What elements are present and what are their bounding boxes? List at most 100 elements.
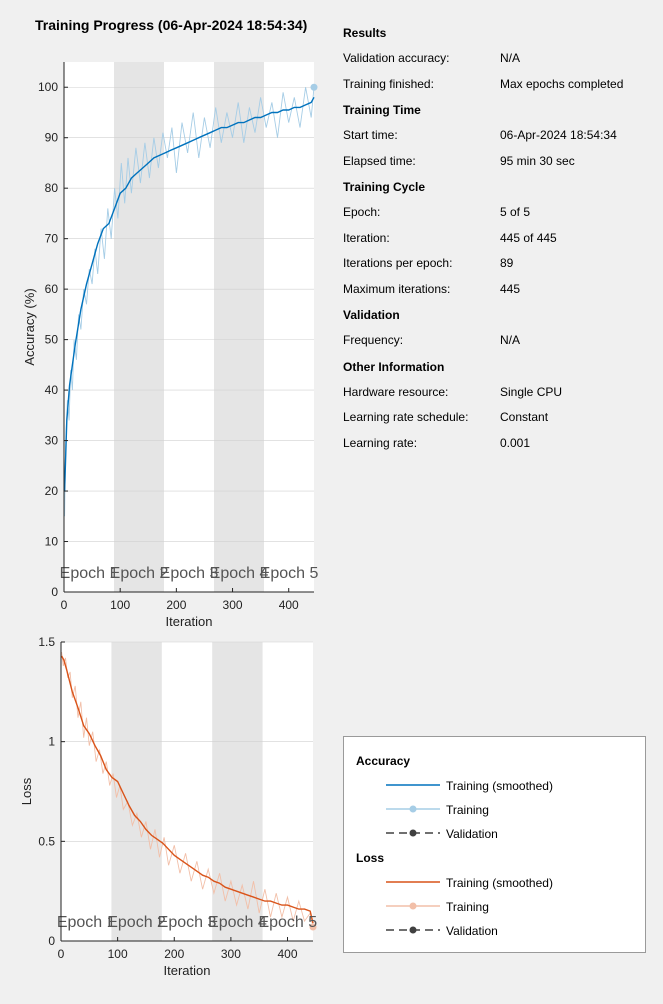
x-tick-label: 300: [221, 947, 241, 961]
info-value: Max epochs completed: [500, 76, 624, 91]
figure-title: Training Progress (06-Apr-2024 18:54:34): [35, 17, 308, 33]
x-tick-label: 100: [110, 598, 130, 612]
info-section-heading: Other Information: [343, 359, 445, 374]
epoch-label: Epoch 2: [110, 565, 169, 582]
x-axis-label: Iteration: [164, 963, 211, 978]
y-tick-label: 0.5: [38, 834, 55, 848]
epoch-label: Epoch 2: [107, 914, 166, 931]
epoch-label: Epoch 5: [260, 565, 319, 582]
info-value: Constant: [500, 410, 549, 424]
info-label: Frequency:: [343, 333, 404, 347]
training-smoothed-line: [63, 96, 315, 492]
legend-acc-smoothed: Training (smoothed): [386, 778, 636, 794]
epoch-label: Epoch 1: [60, 565, 119, 582]
x-tick-label: 200: [164, 947, 184, 961]
epoch-label: Epoch 3: [158, 914, 217, 931]
y-tick-label: 0: [48, 934, 55, 948]
info-label: Start time:: [343, 128, 398, 142]
epoch-label: Epoch 4: [210, 565, 269, 582]
training-smoothed-line: [60, 655, 314, 924]
y-tick-label: 1: [48, 735, 55, 749]
y-tick-label: 60: [45, 282, 59, 296]
y-tick-label: 50: [45, 333, 59, 347]
info-label: Training finished:: [343, 76, 434, 91]
info-row: Training finished: Max epochs completed: [343, 72, 653, 98]
y-tick-label: 90: [45, 131, 59, 145]
epoch-band: [111, 642, 162, 941]
info-value: 445: [500, 281, 521, 296]
info-row: Iteration: 445 of 445: [343, 226, 653, 252]
legend-acc-training: Training: [386, 802, 636, 818]
y-tick-label: 80: [45, 181, 59, 195]
epoch-label: Epoch 5: [258, 914, 317, 931]
info-label: Hardware resource:: [343, 384, 449, 399]
info-row: Learning rate schedule: Constant: [343, 405, 653, 431]
training-raw-line: [64, 87, 315, 517]
info-section-heading: Training Time: [343, 103, 421, 117]
y-tick-label: 10: [45, 535, 59, 549]
legend-loss-training: Training: [386, 899, 636, 915]
info-section-heading: Training Cycle: [343, 180, 426, 194]
info-value: Single CPU: [500, 384, 563, 399]
info-panel: Results Validation accuracy: N/A Training f…: [343, 20, 653, 456]
x-tick-label: 300: [223, 598, 243, 612]
legend-accuracy-heading: Accuracy: [356, 754, 411, 768]
x-tick-label: 400: [279, 598, 299, 612]
info-value: 95 min 30 sec: [500, 153, 575, 168]
legend-loss-smoothed-label: Training (smoothed): [446, 876, 553, 890]
x-tick-label: 200: [166, 598, 186, 612]
info-label: Learning rate:: [343, 435, 418, 450]
legend-acc-training-label: Training: [446, 803, 489, 817]
x-axis-label: Iteration: [166, 614, 213, 629]
info-value: 06-Apr-2024 18:54:34: [500, 128, 617, 142]
legend-box: Accuracy Training (smoothed) Training Va…: [343, 736, 646, 953]
legend-acc-validation-label: Validation: [446, 827, 498, 841]
x-tick-label: 0: [61, 598, 68, 612]
info-value: 5 of 5: [500, 205, 531, 219]
plot-area: [64, 62, 314, 592]
legend-acc-smoothed-label: Training (smoothed): [446, 779, 553, 793]
epoch-band: [214, 62, 264, 592]
y-tick-label: 40: [45, 383, 59, 397]
x-tick-label: 400: [278, 947, 298, 961]
info-row: Elapsed time: 95 min 30 sec: [343, 149, 653, 175]
legend-loss-validation: Validation: [386, 923, 636, 939]
info-label: Elapsed time:: [343, 153, 416, 168]
info-value: N/A: [500, 51, 521, 65]
info-section-heading: Results: [343, 26, 387, 40]
y-tick-label: 1.5: [38, 635, 55, 649]
info-row: Maximum iterations: 445: [343, 277, 653, 303]
epoch-band: [212, 642, 263, 941]
y-tick-label: 100: [38, 80, 58, 94]
info-label: Learning rate schedule:: [343, 410, 469, 424]
info-label: Epoch:: [343, 205, 381, 219]
legend-loss-heading: Loss: [356, 851, 385, 865]
info-label: Validation accuracy:: [343, 51, 450, 65]
info-row: Frequency: N/A: [343, 328, 653, 354]
info-row: Iterations per epoch: 89: [343, 251, 653, 277]
info-label: Iteration:: [343, 230, 390, 245]
y-tick-label: 70: [45, 232, 59, 246]
epoch-band: [114, 62, 164, 592]
epoch-label: Epoch 4: [208, 914, 267, 931]
y-tick-label: 0: [51, 585, 58, 599]
legend-acc-validation: Validation: [386, 826, 636, 842]
info-value: N/A: [500, 333, 521, 347]
info-label: Maximum iterations:: [343, 281, 451, 296]
plot-area: [61, 642, 313, 941]
epoch-label: Epoch 1: [57, 914, 116, 931]
info-value: 89: [500, 256, 514, 270]
y-axis-label: Loss: [19, 777, 34, 805]
final-point: [309, 923, 317, 931]
info-row: Start time: 06-Apr-2024 18:54:34: [343, 123, 653, 149]
y-tick-label: 20: [45, 484, 59, 498]
info-value: 445 of 445: [500, 230, 557, 245]
info-row: Hardware resource: Single CPU: [343, 380, 653, 406]
final-point: [310, 83, 318, 91]
legend-loss-validation-label: Validation: [446, 924, 498, 938]
x-tick-label: 100: [108, 947, 128, 961]
info-row: Validation accuracy: N/A: [343, 46, 653, 72]
y-tick-label: 30: [45, 434, 59, 448]
